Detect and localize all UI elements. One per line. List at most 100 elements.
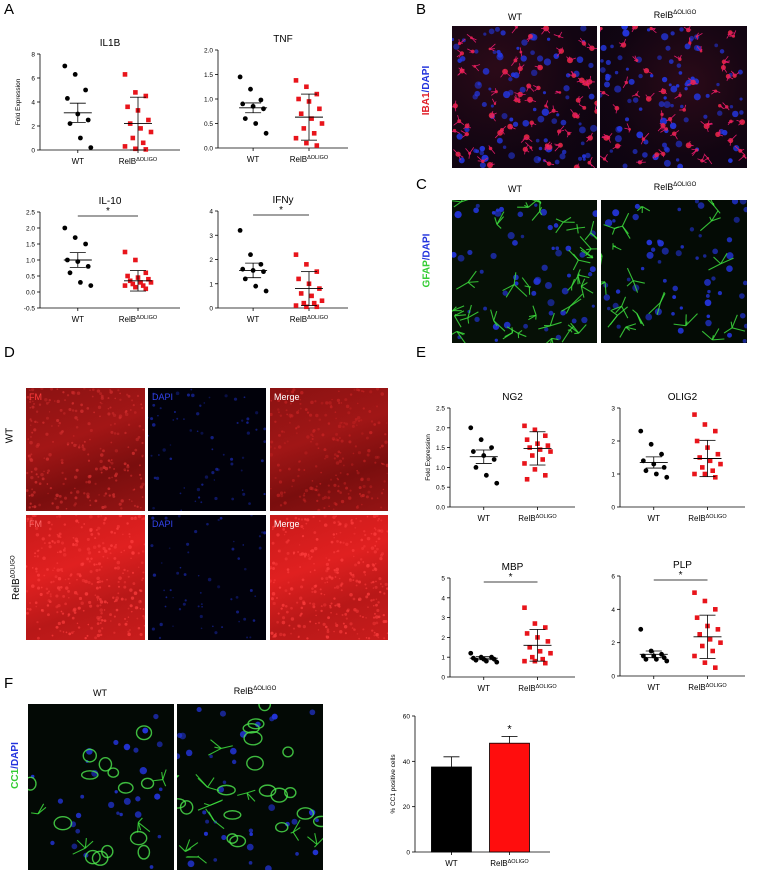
speckle [345,422,349,426]
b-wt-micrograph [452,26,597,168]
speckle [66,394,70,397]
speckle [135,437,139,442]
speckle [26,611,29,615]
speckle [128,498,131,501]
speckle [310,400,314,405]
speckle [314,546,318,551]
process [594,103,597,109]
speckle [85,480,88,484]
speckle [358,637,361,640]
speckle [183,418,185,420]
fiber [76,839,86,849]
speckle [340,499,345,504]
nucleus [479,145,486,152]
point-wt [253,283,259,289]
point-relb [122,283,128,288]
point-relb [692,590,697,595]
point-relb [133,257,138,263]
fiber [566,227,578,231]
speckle [104,466,109,471]
speckle [60,458,64,462]
nucleus [607,306,611,311]
nucleus [612,219,616,223]
speckle [29,517,33,521]
nucleus [726,237,733,243]
fiber [467,304,472,318]
d-relb-fm: FM [26,515,145,640]
fiber [713,256,722,265]
speckle [109,406,112,409]
speckle [200,627,203,630]
nucleus [459,55,466,62]
bar-wt [431,766,472,853]
speckle [339,541,342,544]
speckle [379,553,384,557]
speckle [116,432,120,436]
nucleus [684,86,688,91]
point-relb [532,467,538,472]
speckle [380,519,383,522]
process [458,120,465,126]
cell-outline [312,815,323,828]
speckle [141,579,143,581]
point-relb [713,607,718,612]
speckle [200,501,203,504]
speckle [26,565,28,568]
speckle [304,408,308,411]
d-dapi-label: DAPI [152,519,174,529]
speckle [51,440,54,443]
nucleus [661,33,669,41]
y-tick-label: 0.5 [26,274,35,281]
y-tick-label: 0 [611,674,615,681]
speckle [176,571,180,575]
point-relb [692,653,697,659]
process [586,136,591,139]
nucleus [546,37,551,41]
x-label-wt: WT [478,684,491,693]
speckle [111,476,113,479]
speckle [139,477,143,480]
process [519,47,522,53]
speckle [75,468,79,472]
speckle [291,479,295,482]
speckle [56,611,59,614]
process [511,27,517,34]
process [612,145,618,150]
nucleus [657,260,662,264]
speckle [302,625,306,629]
nucleus [721,129,728,136]
speckle [56,388,59,391]
speckle [55,505,60,510]
point-wt [237,228,243,233]
nucleus [565,73,571,78]
cell-outline [129,830,148,846]
speckle [124,431,127,435]
speckle [310,433,313,437]
f-relb-label: RelBΔOLIGO [210,686,300,696]
speckle [96,576,100,581]
fiber [551,337,559,341]
y-tick-label: 3 [611,406,615,413]
speckle [103,505,107,509]
y-axis-label: Fold Expression [15,78,22,125]
speckle [59,629,62,633]
speckle [358,580,362,584]
speckle [123,617,127,620]
speckle [211,448,214,451]
speckle [54,575,58,579]
nucleus [492,50,497,55]
speckle [325,454,329,459]
process [636,90,639,95]
speckle [101,402,103,405]
speckle [83,492,86,495]
point-wt [263,130,269,136]
speckle [242,492,246,496]
speckle [30,470,33,473]
nucleus [714,43,719,48]
nucleus [541,264,548,271]
fiber [633,280,645,284]
nucleus [646,239,653,246]
iba1-text: IBA1 [421,92,433,116]
speckle [120,597,124,601]
process [639,159,643,163]
